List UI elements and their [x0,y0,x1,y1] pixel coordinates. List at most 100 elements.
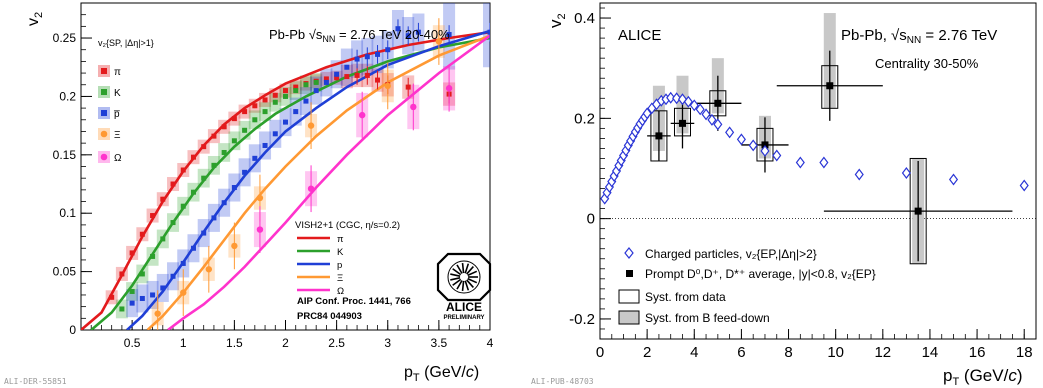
right-x-tick-label: 14 [922,344,939,361]
left-legend-label-0: π [114,67,121,78]
left-data-point-π [242,109,248,115]
right-legend-diamond [624,247,634,259]
left-model-legend-label-2: p [337,260,342,271]
left-chart: 0.5 1 1.5 2 2.5 3 3.5 4 0 0.05 0.1 0.15 0.2 0.25 pT (G… [25,2,494,384]
left-data-point-Ξ [180,289,187,296]
left-y-tick-label: 0.05 [53,265,77,279]
left-y-tick-label: 0.15 [53,148,77,162]
left-legend-label-2: p̅ [114,109,120,120]
left-x-tick-label: 4 [487,336,494,350]
left-reference-1: AIP Conf. Proc. 1441, 766 [297,296,411,307]
left-data-point-Ξ [307,122,315,129]
right-charged-data-point [1019,179,1029,192]
right-y-tick-label: 0.2 [574,110,595,127]
left-data-point-p̅ [364,54,370,60]
left-reference-2: PRC84 044903 [297,311,362,322]
alice-logo-spoke [456,280,463,290]
left-x-tick-label: 2.5 [328,336,345,350]
right-d-data-point [714,99,722,107]
right-x-axis-title: pT (GeV/c) [943,366,1023,388]
right-charged-data-point [683,95,693,108]
left-data-group [81,3,490,330]
alice-logo-spoke [466,279,474,288]
left-data-point-Ξ [256,194,264,202]
left-data-point-π [150,213,156,219]
left-data-point-π [109,294,115,300]
left-x-tick-label: 1.5 [226,336,243,350]
left-data-point-p̅ [354,56,360,62]
left-data-point-K [252,117,258,123]
left-data-point-p̅ [150,292,156,298]
left-y-tick-label: 0.25 [53,31,77,45]
left-data-point-Ω [410,103,417,111]
left-y-tick-label: 0.2 [59,89,76,103]
left-data-point-p̅ [242,169,248,175]
right-charged-data-point [748,139,758,152]
right-x-tick-label: 0 [596,344,604,361]
right-charged-data-point [854,168,864,181]
right-d-data-point [914,207,922,215]
left-data-point-π [293,84,299,90]
alice-logo-spoke [452,268,462,276]
right-x-tick-label: 2 [643,344,651,361]
left-data-point-K [293,88,299,94]
alice-logo-spoke [467,270,478,277]
alice-logo-spoke [450,277,461,281]
left-legend-marker [100,130,108,138]
left-data-point-π [119,271,125,277]
alice-logo-subtext: PRELIMINARY [443,315,484,321]
right-legend-label-dmeson: Prompt D⁰,D⁺, D*⁺ average, |y|<0.8, v₂{E… [645,267,876,281]
left-data-point-Ξ [231,242,238,250]
alice-logo-spoke [452,278,462,286]
left-data-point-p̅ [252,155,258,161]
alice-logo-octagon [436,252,492,302]
right-charged-data-point [948,173,959,186]
left-data-point-p̅ [344,64,350,70]
left-data-point-π [252,103,258,109]
left-legend-label-4: Ω [114,153,122,164]
left-data-point-Ω [358,111,366,119]
right-charged-data-point [736,133,746,146]
left-data-point-p̅ [446,32,452,38]
right-charged-data-point [713,118,723,131]
right-legend-label-charged: Charged particles, v₂{EP,|Δη|>2} [645,247,817,261]
right-charged-data-point [707,113,717,126]
left-data-point-p̅ [395,26,401,32]
right-centrality-label: Centrality 30-50% [875,56,979,71]
left-data-point-Ξ [435,38,443,45]
alice-logo-spoke [461,280,465,292]
right-charged-data-point [642,107,652,120]
left-data-point-K [150,253,156,259]
left-legend-marker [101,68,107,74]
left-x-tick-label: 0.5 [124,336,141,350]
left-data-point-K [129,288,135,294]
left-data-point-Ω [445,85,453,92]
left-data-point-p̅ [190,245,196,251]
left-data-point-π [262,97,268,103]
left-data-point-p̅ [231,185,237,191]
right-d-data-point [761,141,769,149]
left-data-point-K [211,162,217,168]
left-data-point-p̅ [293,109,299,115]
left-data-point-π [405,84,411,90]
left-x-axis-title: pT (GeV/c) [404,364,479,384]
left-data-point-Ω [307,185,315,192]
left-y-axis-title: v2 [25,12,45,26]
right-legend-label-data-syst: Syst. from data [645,290,726,304]
left-system-label: Pb-Pb √sNN = 2.76 TeV 20-40% [269,27,450,44]
left-data-point-p̅ [170,273,176,279]
left-x-tick-label: 3 [384,336,391,350]
right-x-tick-label: 6 [737,344,745,361]
left-data-point-p̅ [129,300,135,306]
right-charged-data-point [666,91,676,104]
alice-logo-text: ALICE [446,300,482,314]
left-data-point-π [364,72,370,78]
left-data-point-π [139,231,145,237]
right-chart-panel: 0 2 4 6 8 10 12 14 16 18 -0.2 0 0.2 0.4 pT (GeV/c) v2 AL… [523,0,1043,388]
right-y-tick-label: 0.4 [574,10,595,27]
right-x-tick-label: 10 [827,344,844,361]
left-data-point-p̅ [405,33,411,39]
left-data-point-p̅ [160,285,166,291]
left-data-point-K [119,306,125,312]
left-data-point-π [375,77,381,83]
